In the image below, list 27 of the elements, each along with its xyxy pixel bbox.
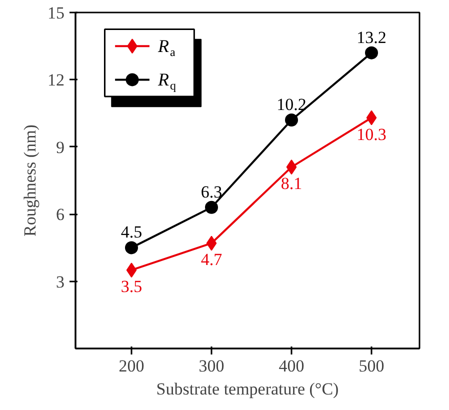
x-axis-title: Substrate temperature (°C)	[156, 380, 339, 398]
point	[365, 46, 378, 60]
y-axis-title: Roughness (nm)	[20, 124, 40, 236]
point	[366, 110, 377, 126]
point	[206, 236, 217, 251]
y-tick-label: 15	[48, 4, 64, 22]
y-tick-label: 3	[56, 272, 64, 292]
point	[205, 200, 218, 214]
x-tick-label: 500	[358, 356, 384, 376]
y-tick-label: 6	[56, 205, 64, 224]
data-label: 10.3	[356, 124, 386, 144]
data-label: 10.2	[276, 95, 306, 114]
point	[286, 160, 297, 175]
x-tick-label: 200	[118, 356, 144, 376]
data-label: 4.7	[200, 250, 223, 270]
point	[126, 262, 137, 278]
point	[285, 114, 298, 127]
data-label: 6.3	[200, 182, 222, 202]
x-tick-label: 300	[198, 356, 224, 376]
data-label: 3.5	[120, 277, 142, 296]
data-label: 8.1	[280, 174, 302, 194]
x-tick-label: 400	[278, 356, 304, 376]
point	[125, 241, 138, 254]
y-tick-label: 9	[56, 138, 64, 157]
y-tick-label: 12	[48, 70, 64, 90]
data-label: 4.5	[120, 222, 142, 242]
data-label: 13.2	[356, 28, 386, 47]
